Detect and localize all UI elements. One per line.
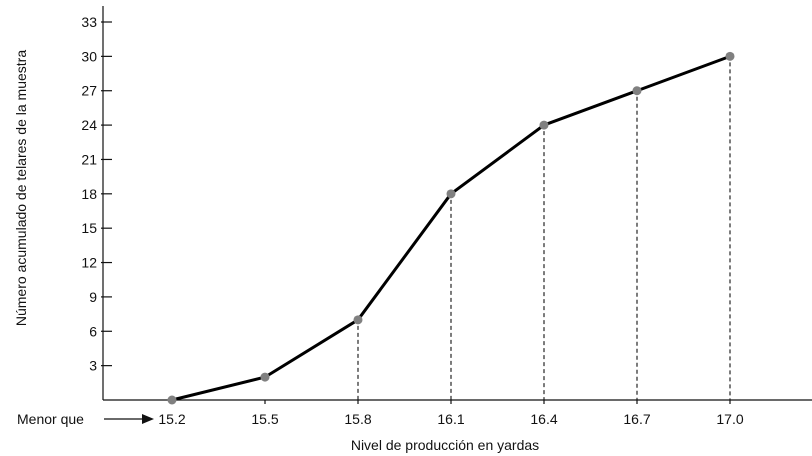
data-point (632, 86, 642, 96)
labels-layer: 3 6 9 12 15 18 21 24 27 30 33 15.2 15.5 15.8 16.1 16.4 1… (13, 14, 744, 453)
y-tick-label: 15 (81, 220, 97, 236)
y-tick-label: 9 (89, 289, 97, 305)
x-tick-label: 15.5 (251, 411, 278, 427)
y-tick-label: 30 (81, 48, 97, 64)
y-tick-label: 24 (81, 117, 97, 133)
x-tick-label: 15.8 (344, 411, 371, 427)
data-point (446, 189, 456, 199)
data-point (539, 120, 549, 130)
data-point (260, 372, 270, 382)
x-tick-label: 16.4 (530, 411, 557, 427)
y-tick-label: 27 (81, 83, 97, 99)
y-tick-label: 3 (89, 358, 97, 374)
y-tick-label: 21 (81, 151, 97, 167)
x-tick-label: 15.2 (158, 411, 185, 427)
x-tick-label: 17.0 (716, 411, 743, 427)
x-tick-label: 16.1 (437, 411, 464, 427)
data-point (167, 395, 177, 405)
y-tick-label: 18 (81, 186, 97, 202)
prefix-arrow-head (142, 414, 154, 424)
axes-layer (101, 6, 812, 404)
y-axis-title: Número acumulado de telares de la muestr… (13, 50, 29, 326)
data-point (725, 51, 735, 61)
y-tick-label: 33 (81, 14, 97, 30)
y-tick-label: 6 (89, 323, 97, 339)
guides-layer (357, 62, 731, 400)
x-tick-label: 16.7 (623, 411, 650, 427)
y-tick-label: 12 (81, 255, 97, 271)
x-prefix-label: Menor que (17, 411, 84, 427)
series-layer (167, 51, 735, 405)
x-axis-title: Nivel de producción en yardas (351, 437, 539, 453)
data-point (353, 315, 363, 325)
